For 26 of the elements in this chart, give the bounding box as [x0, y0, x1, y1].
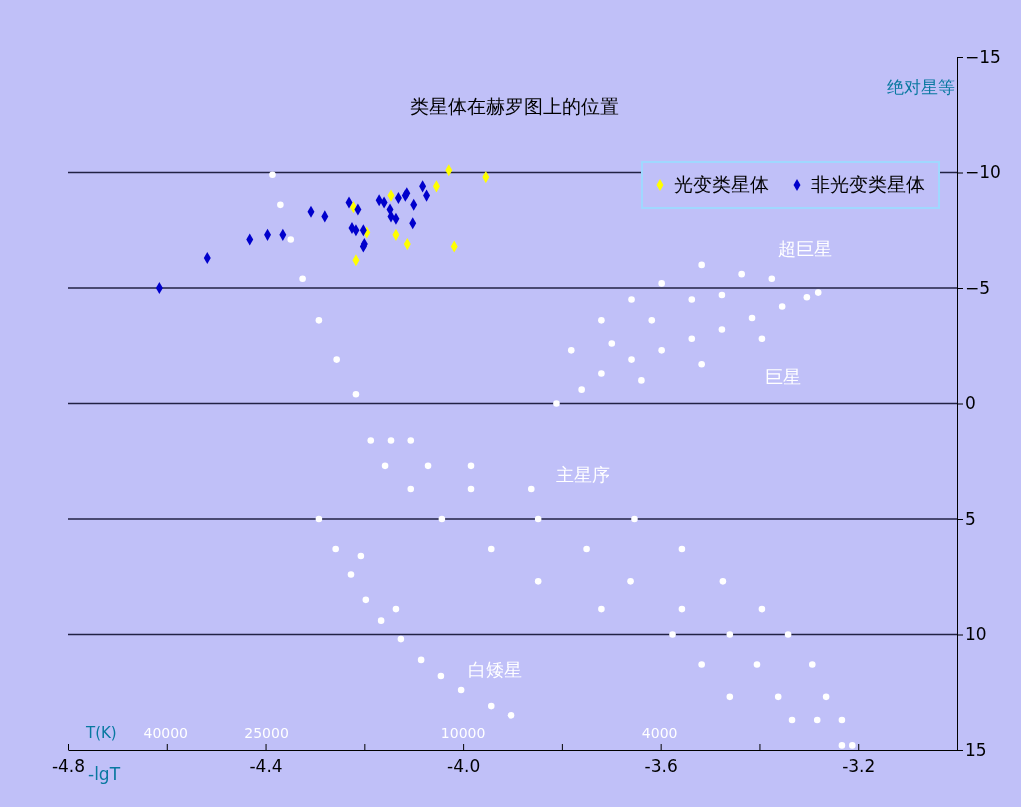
legend-label: 非光变类星体 [811, 172, 925, 195]
text: 类星体在赫罗图上的位置 [410, 95, 619, 117]
x-axis-title: -lgT [88, 764, 121, 784]
x-tick-label: -3.6 [644, 756, 678, 777]
x-tick-label: -4.0 [447, 756, 481, 777]
y-tick-label: 0 [965, 393, 976, 414]
x-tick-label: -3.2 [842, 756, 876, 777]
y-tick-label: 15 [965, 739, 987, 760]
y-tick-label: −15 [965, 46, 1001, 67]
x2-axis-title: T(K) [85, 724, 117, 742]
y-axis-title: 绝对星等 [887, 77, 955, 97]
legend-label: 光变类星体 [674, 172, 769, 195]
annotation: 主星序 [556, 464, 610, 485]
y-tick-label: 5 [965, 508, 976, 529]
annotation: 超巨星 [778, 238, 832, 259]
x2-tick-label: 4000 [641, 725, 678, 741]
y-tick-label: 10 [965, 624, 987, 645]
x2-tick-label: 10000 [440, 725, 486, 741]
annotation: 巨星 [765, 366, 801, 387]
y-tick-label: −5 [965, 277, 991, 298]
x2-tick-label: 40000 [143, 725, 189, 741]
y-tick-label: −10 [965, 162, 1001, 183]
x-tick-label: -4.4 [249, 756, 283, 777]
annotation: 白矮星 [468, 659, 522, 680]
x-tick-label: -4.8 [51, 756, 86, 777]
x2-tick-label: 25000 [244, 725, 289, 741]
